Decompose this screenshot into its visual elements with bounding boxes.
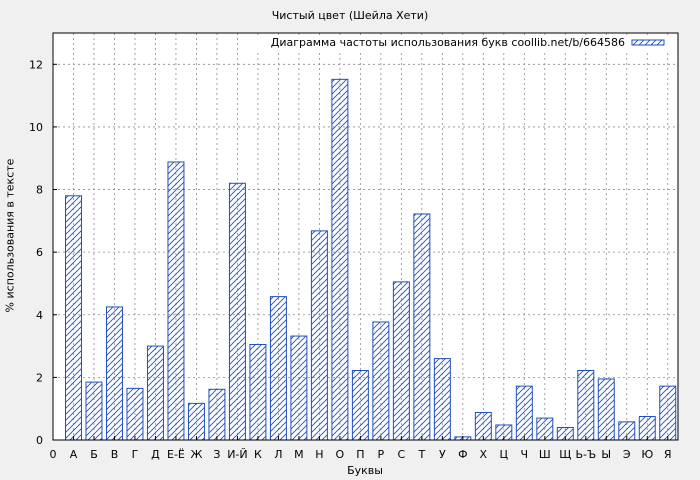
x-tick-label: 0 [50, 448, 57, 461]
bar [208, 388, 226, 441]
bar [331, 78, 349, 441]
bar [65, 195, 82, 441]
bar [515, 385, 533, 441]
bar [392, 281, 410, 441]
x-tick-label: Р [378, 448, 385, 461]
y-tick-label: 0 [36, 434, 43, 447]
x-tick-label: Ф [458, 448, 467, 461]
x-tick-label: Б [90, 448, 98, 461]
x-tick-label: Х [480, 448, 488, 461]
bar [413, 213, 431, 441]
x-tick-label: Я [664, 448, 672, 461]
x-tick-label: С [398, 448, 406, 461]
bar [249, 344, 267, 441]
x-tick-label: И-Й [227, 448, 247, 461]
bar [105, 306, 123, 441]
x-axis-label: Буквы [347, 464, 383, 477]
x-tick-label: Ч [521, 448, 529, 461]
y-tick-label: 12 [29, 58, 43, 71]
x-tick-label: А [70, 448, 78, 461]
x-tick-label: Л [274, 448, 282, 461]
bar [372, 321, 390, 441]
y-tick-label: 4 [36, 309, 43, 322]
bar [85, 381, 103, 441]
x-tick-label: Ь-Ъ [575, 448, 596, 461]
bar [474, 411, 492, 441]
x-tick-label: М [294, 448, 304, 461]
x-tick-label: Н [315, 448, 323, 461]
x-tick-label: Г [132, 448, 139, 461]
bar [351, 369, 369, 441]
legend-box [255, 36, 675, 50]
chart-title: Чистый цвет (Шейла Хети) [271, 9, 429, 22]
y-tick-label: 6 [36, 246, 43, 259]
x-tick-label: Ц [500, 448, 509, 461]
y-tick-label: 2 [36, 371, 43, 384]
bar [126, 387, 144, 441]
bar [290, 335, 308, 441]
x-tick-label: Е-Ё [167, 448, 185, 461]
x-tick-label: Т [417, 448, 425, 461]
x-tick-label: П [356, 448, 364, 461]
x-tick-label: Д [151, 448, 160, 461]
bar [310, 230, 328, 441]
plot-frame [52, 32, 679, 441]
bar [228, 182, 246, 441]
x-tick-label: У [439, 448, 446, 461]
bar [433, 358, 451, 441]
x-tick-label: Ж [191, 448, 203, 461]
y-tick-label: 8 [36, 184, 43, 197]
x-tick-label: Ю [641, 448, 653, 461]
y-tick-label: 10 [29, 121, 43, 134]
x-tick-label: З [213, 448, 220, 461]
bar [187, 402, 205, 441]
legend-swatch [631, 39, 665, 46]
bar [269, 296, 287, 441]
x-tick-label: Щ [559, 448, 571, 461]
legend-label: Диаграмма частоты использования букв coo… [271, 36, 625, 49]
x-tick-label: В [111, 448, 119, 461]
x-tick-label: К [254, 448, 262, 461]
bar [146, 345, 164, 441]
bar [597, 378, 615, 441]
grid-lines [53, 33, 678, 440]
x-tick-label: Ы [601, 448, 611, 461]
bar [577, 369, 595, 441]
x-tick-label: О [336, 448, 345, 461]
legend: Диаграмма частоты использования букв coo… [255, 36, 675, 50]
bars [65, 78, 677, 441]
x-tick-label: Ш [539, 448, 551, 461]
x-tick-label: Э [623, 448, 631, 461]
bar [659, 385, 677, 441]
bar [167, 161, 185, 441]
